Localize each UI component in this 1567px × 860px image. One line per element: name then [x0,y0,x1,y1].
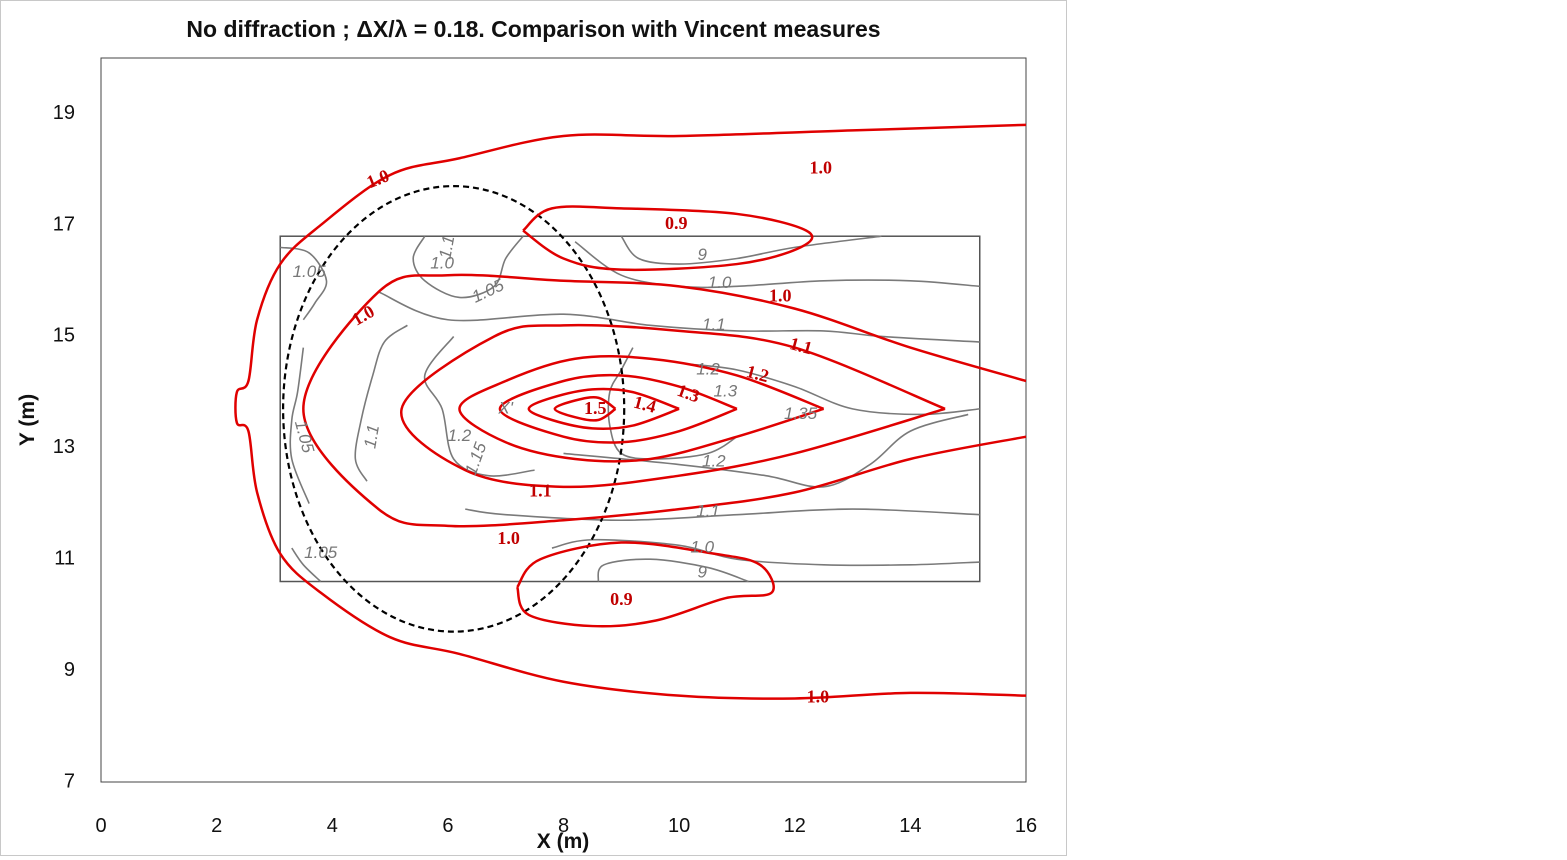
measured-contour-label: 1.05 [291,418,318,455]
simulated-contours [234,123,1027,700]
chart-title: No diffraction ; ΔX/λ = 0.18. Comparison… [186,16,881,42]
y-tick-label: 13 [53,436,75,458]
measured-contour-label: 1.2 [448,426,472,445]
measured-contour-label: 1.0 [690,538,714,557]
simulated-contour-line [302,273,1027,528]
axis-ticks: 0 2 4 6 8 10 12 14 16 7 9 11 13 15 17 19 [53,102,1037,837]
simulated-contour-label: 1.3 [674,380,702,406]
x-tick-label: 2 [211,815,222,837]
plot-area [100,57,1027,783]
x-tick-label: 6 [442,815,453,837]
y-tick-label: 19 [53,102,75,124]
y-axis-title: Y (m) [16,394,39,446]
simulated-contour-label: 1.5 [584,398,607,418]
simulated-contour-label: 1.0 [348,301,377,330]
measured-contour-label: 1.1 [360,423,383,450]
measured-contour-label: 1.1 [696,501,720,520]
simulated-contour-label: 1.2 [744,361,771,386]
x-tick-label: 12 [784,815,806,837]
measurement-region [279,235,981,583]
simulated-contour-line [522,205,814,272]
x-tick-label: 16 [1015,815,1037,837]
simulated-contour-line [516,541,775,628]
measured-contour-line [607,347,738,460]
measured-contour-line [412,235,524,299]
x-tick-label: 10 [668,815,690,837]
measured-contours [279,235,981,583]
measured-contour-line [378,291,980,343]
measured-contour-label: 1.1 [435,234,458,261]
measured-contour-line [423,335,535,477]
simulated-contour-line [498,373,738,444]
simulated-contour-line [553,396,617,422]
y-tick-label: 7 [64,770,75,792]
measured-contour-line [280,246,328,321]
simulated-contour-label: 1.1 [788,333,815,358]
simulated-contour-label: 0.9 [665,213,688,233]
measured-contour-line [465,508,980,522]
simulated-contour-label: 0.9 [610,589,633,609]
simulated-contour-line [234,123,1027,700]
x-axis-title: X (m) [537,830,590,853]
simulated-contour-label: 1.0 [497,528,520,548]
measured-contour-label: 1.35 [784,404,818,423]
simulated-contour-label: 1.1 [529,481,552,501]
measured-contour-line [354,324,408,482]
y-tick-label: 11 [54,548,75,570]
measured-contour-label: 1.05 [304,543,338,562]
simulated-contour-line [400,323,946,489]
measured-contour-label: 1.1 [702,315,726,334]
measured-contour-line [289,347,310,504]
simulated-contour-line [527,387,680,431]
x-tick-label: 8 [558,815,569,837]
measured-contour-label: 1.3 [714,382,738,401]
measured-contour-label: 1.2 [696,359,720,378]
measured-contour-label: 1.0 [708,273,732,292]
x-tick-label: 4 [327,815,338,837]
x-tick-label: 14 [899,815,921,837]
measured-contour-label: 1.05 [469,275,508,306]
y-tick-label: 17 [53,213,75,235]
measured-contour-line [597,558,749,583]
simulated-contour-label: 1.0 [810,158,833,178]
measured-contour-label: 1.0 [430,254,454,273]
y-tick-label: 9 [64,659,75,681]
x-tick-label: 0 [95,815,106,837]
measured-contour-label: 1.2 [702,451,726,470]
measured-contour-line [291,547,322,583]
measured-contour-label: X' [497,398,513,417]
simulated-contour-label: 1.4 [631,392,658,417]
measured-contour-line [551,538,980,567]
simulated-contour-line [458,355,825,463]
measured-contour-label: 9 [698,245,708,264]
simulated-contour-label: 1.0 [807,687,830,707]
measured-contour-line [620,235,882,265]
measured-contour-line [563,413,969,488]
simulated-contour-label: 1.0 [769,286,792,306]
shoal-ellipse [282,184,626,633]
measured-contour-line [574,241,980,289]
y-tick-label: 15 [53,325,75,347]
measured-contour-label: 9 [698,563,708,582]
measured-contour-label: 1.05 [293,262,327,281]
